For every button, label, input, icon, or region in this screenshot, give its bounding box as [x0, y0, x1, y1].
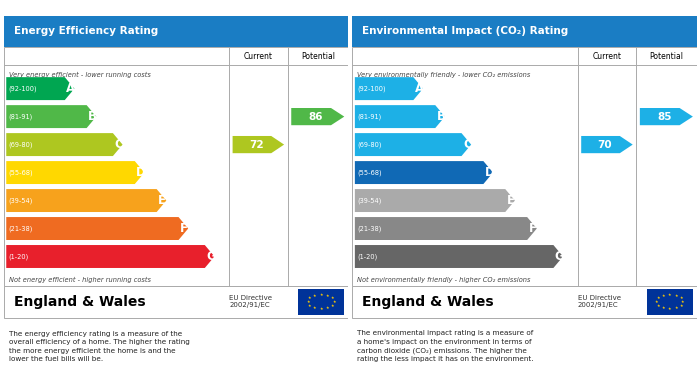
Text: A: A	[66, 82, 76, 95]
Text: ★: ★	[330, 296, 334, 300]
Text: ★: ★	[330, 304, 334, 308]
Polygon shape	[6, 77, 74, 100]
Text: (92-100): (92-100)	[8, 85, 37, 92]
Text: ★: ★	[668, 293, 671, 297]
Text: G: G	[555, 250, 565, 263]
Text: ★: ★	[326, 306, 330, 310]
Text: Potential: Potential	[301, 52, 335, 61]
Text: England & Wales: England & Wales	[363, 295, 494, 309]
Text: ★: ★	[668, 307, 671, 311]
Polygon shape	[6, 105, 97, 128]
Text: ★: ★	[319, 293, 323, 297]
Text: (1-20): (1-20)	[357, 253, 377, 260]
Polygon shape	[355, 245, 563, 268]
Bar	[4, 16, 348, 47]
Polygon shape	[355, 105, 445, 128]
Polygon shape	[355, 217, 537, 240]
Text: 86: 86	[309, 111, 323, 122]
Text: ★: ★	[681, 300, 685, 304]
Text: (69-80): (69-80)	[357, 141, 382, 148]
Text: The environmental impact rating is a measure of
a home's impact on the environme: The environmental impact rating is a mea…	[357, 330, 534, 362]
Text: Current: Current	[244, 52, 273, 61]
Text: C: C	[114, 138, 123, 151]
Text: F: F	[180, 222, 188, 235]
Text: ★: ★	[332, 300, 336, 304]
Polygon shape	[6, 245, 214, 268]
Text: ★: ★	[679, 304, 682, 308]
Text: Current: Current	[592, 52, 622, 61]
Text: (55-68): (55-68)	[357, 169, 382, 176]
Text: ★: ★	[307, 300, 310, 304]
Bar	[4, 286, 348, 318]
Bar	[4, 47, 348, 286]
Text: ★: ★	[313, 306, 316, 310]
Text: B: B	[437, 110, 446, 123]
Text: (69-80): (69-80)	[8, 141, 33, 148]
Polygon shape	[6, 217, 188, 240]
Text: (1-20): (1-20)	[8, 253, 29, 260]
Text: EU Directive
2002/91/EC: EU Directive 2002/91/EC	[578, 296, 621, 308]
Text: Environmental Impact (CO₂) Rating: Environmental Impact (CO₂) Rating	[363, 27, 568, 36]
Text: Very energy efficient - lower running costs: Very energy efficient - lower running co…	[8, 72, 150, 78]
Bar	[352, 286, 696, 318]
Text: B: B	[88, 110, 97, 123]
Text: Very environmentally friendly - lower CO₂ emissions: Very environmentally friendly - lower CO…	[357, 72, 531, 78]
Polygon shape	[6, 161, 144, 184]
Polygon shape	[232, 136, 284, 153]
Text: ★: ★	[657, 296, 660, 300]
Bar	[647, 289, 693, 315]
Text: (55-68): (55-68)	[8, 169, 34, 176]
Text: ★: ★	[662, 294, 665, 298]
Text: ★: ★	[657, 304, 660, 308]
Polygon shape	[355, 161, 493, 184]
Text: ★: ★	[675, 306, 678, 310]
Text: ★: ★	[308, 296, 312, 300]
Text: ★: ★	[308, 304, 312, 308]
Text: D: D	[485, 166, 495, 179]
Polygon shape	[6, 133, 122, 156]
Text: 72: 72	[249, 140, 264, 150]
Text: ★: ★	[675, 294, 678, 298]
Text: A: A	[415, 82, 424, 95]
Text: The energy efficiency rating is a measure of the
overall efficiency of a home. T: The energy efficiency rating is a measur…	[8, 331, 190, 362]
Text: D: D	[136, 166, 146, 179]
Bar	[352, 47, 696, 286]
Text: ★: ★	[679, 296, 682, 300]
Text: (81-91): (81-91)	[357, 113, 382, 120]
Text: ★: ★	[326, 294, 330, 298]
Polygon shape	[291, 108, 344, 125]
Bar	[352, 16, 696, 47]
Text: Potential: Potential	[650, 52, 683, 61]
Text: 70: 70	[598, 140, 612, 150]
Text: Not environmentally friendly - higher CO₂ emissions: Not environmentally friendly - higher CO…	[357, 277, 531, 283]
Text: ★: ★	[313, 294, 316, 298]
Bar	[298, 289, 344, 315]
Text: (21-38): (21-38)	[357, 225, 382, 232]
Text: C: C	[463, 138, 472, 151]
Text: F: F	[528, 222, 537, 235]
Text: E: E	[507, 194, 514, 207]
Text: (39-54): (39-54)	[357, 197, 382, 204]
Text: ★: ★	[319, 307, 323, 311]
Text: Not energy efficient - higher running costs: Not energy efficient - higher running co…	[8, 277, 150, 283]
Text: G: G	[206, 250, 216, 263]
Text: ★: ★	[655, 300, 659, 304]
Text: Energy Efficiency Rating: Energy Efficiency Rating	[14, 27, 158, 36]
Text: (21-38): (21-38)	[8, 225, 33, 232]
Text: 85: 85	[657, 111, 671, 122]
Text: ★: ★	[662, 306, 665, 310]
Polygon shape	[581, 136, 633, 153]
Text: E: E	[158, 194, 166, 207]
Text: England & Wales: England & Wales	[14, 295, 146, 309]
Polygon shape	[640, 108, 693, 125]
Polygon shape	[6, 189, 167, 212]
Polygon shape	[355, 77, 423, 100]
Text: (81-91): (81-91)	[8, 113, 33, 120]
Text: (39-54): (39-54)	[8, 197, 33, 204]
Text: (92-100): (92-100)	[357, 85, 386, 92]
Text: EU Directive
2002/91/EC: EU Directive 2002/91/EC	[229, 296, 272, 308]
Polygon shape	[355, 133, 471, 156]
Polygon shape	[355, 189, 515, 212]
